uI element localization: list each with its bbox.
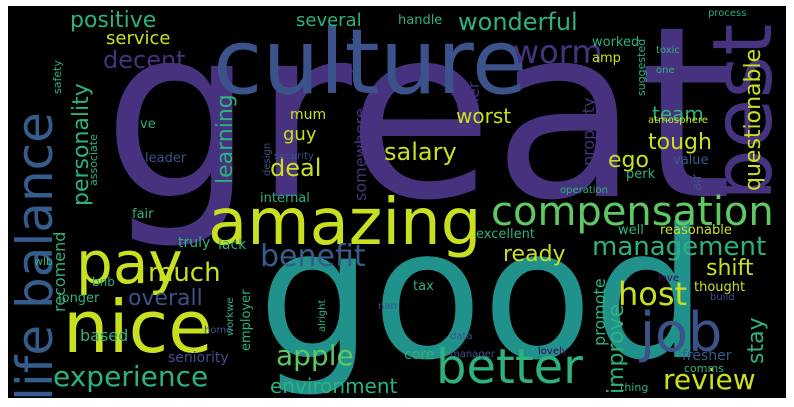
word-internal: internal: [260, 191, 310, 206]
word-better: better: [436, 339, 583, 395]
word-excellent: excellent: [476, 227, 535, 242]
word-worst: worst: [456, 104, 512, 128]
word-tough: tough: [648, 130, 712, 155]
word-manager: manager: [450, 349, 495, 360]
word-core: core: [404, 347, 435, 363]
word-bnb: bnb: [92, 275, 115, 289]
word-atmosphere: atmosphere: [648, 115, 708, 126]
word-lack: lack: [218, 237, 247, 253]
word-environment: environment: [270, 374, 398, 398]
word-pay: pay: [76, 229, 183, 297]
word-process: process: [708, 8, 747, 19]
word-somewhere: somewhere: [351, 108, 370, 201]
word-suggested: suggested: [635, 38, 648, 96]
word-team: team: [652, 102, 704, 126]
word-design: design: [262, 142, 273, 176]
word-truly: truly: [178, 235, 211, 251]
word-ve: ve: [140, 117, 156, 132]
word-learning: learning: [213, 94, 238, 184]
word-much: much: [148, 258, 221, 288]
word-thing: thing: [620, 381, 649, 394]
word-operation: operation: [560, 185, 609, 196]
word-handle: handle: [398, 13, 443, 28]
word-love: love: [658, 273, 679, 284]
word-review: review: [663, 363, 756, 396]
word-decent: decent: [103, 46, 186, 74]
word-guy: guy: [283, 124, 317, 145]
word-shift: shift: [706, 256, 754, 281]
word-safety: safety: [51, 60, 64, 94]
word-good: good: [258, 191, 707, 398]
word-data: data: [450, 331, 473, 342]
word-salary: salary: [384, 138, 457, 166]
word-comms: comms: [684, 362, 724, 375]
word-culture: culture: [213, 10, 528, 115]
word-experience: experience: [53, 360, 209, 393]
word-nan: nan: [378, 301, 397, 312]
word-tax: tax: [413, 279, 434, 294]
word-great: great: [103, 6, 733, 253]
word-longer: longer: [58, 291, 100, 306]
word-based: based: [80, 326, 129, 345]
word-stay: stay: [744, 317, 769, 364]
word-associate: associate: [87, 134, 100, 186]
word-well: well: [618, 223, 644, 238]
word-promote: promote: [590, 278, 609, 346]
word-value: value: [673, 153, 709, 168]
word-questionable: questionable: [741, 48, 766, 191]
word-service: service: [106, 28, 171, 49]
word-fresher: fresher: [682, 348, 732, 364]
word-lovely: lovely: [538, 346, 568, 357]
word-employer: employer: [239, 289, 254, 351]
word-nice: nice: [63, 285, 213, 369]
word-ego: ego: [608, 148, 649, 173]
word-wlb: wlb: [34, 255, 54, 268]
word-toxic: toxic: [656, 45, 680, 56]
word-leader: leader: [145, 151, 187, 166]
word-cloud: great good culture best amazing nice lif…: [8, 6, 786, 398]
word-ready: ready: [503, 242, 566, 267]
word-air: air: [690, 174, 705, 191]
word-mum: mum: [290, 107, 327, 123]
word-wonderful: wonderful: [458, 8, 578, 36]
word-overall: overall: [128, 286, 203, 311]
word-several: several: [296, 10, 362, 31]
word-fair: fair: [132, 207, 154, 222]
word-amazing: amazing: [208, 186, 482, 260]
word-property: property: [579, 97, 598, 167]
word-depends: depends: [351, 33, 362, 76]
word-one: one: [656, 65, 675, 76]
word-worm: worm: [513, 33, 603, 71]
word-perk: perk: [626, 167, 656, 182]
word-worked: worked: [592, 35, 640, 50]
word-alright: alright: [317, 299, 328, 332]
word-build: build: [710, 292, 735, 303]
word-amp: amp: [592, 51, 621, 66]
word-home: home: [204, 325, 233, 336]
word-security: security: [274, 151, 314, 162]
word-job: job: [640, 301, 723, 364]
word-seniority: seniority: [168, 350, 229, 366]
word-positive: positive: [70, 8, 157, 33]
word-host: host: [618, 275, 688, 313]
word-compensation: compensation: [491, 189, 774, 235]
word-deal: deal: [270, 154, 322, 182]
word-apple: apple: [276, 339, 354, 372]
word-management: management: [592, 232, 767, 262]
word-reasonable: reasonable: [660, 223, 732, 238]
word-thought: thought: [694, 280, 746, 295]
word-benefit: benefit: [260, 239, 366, 274]
